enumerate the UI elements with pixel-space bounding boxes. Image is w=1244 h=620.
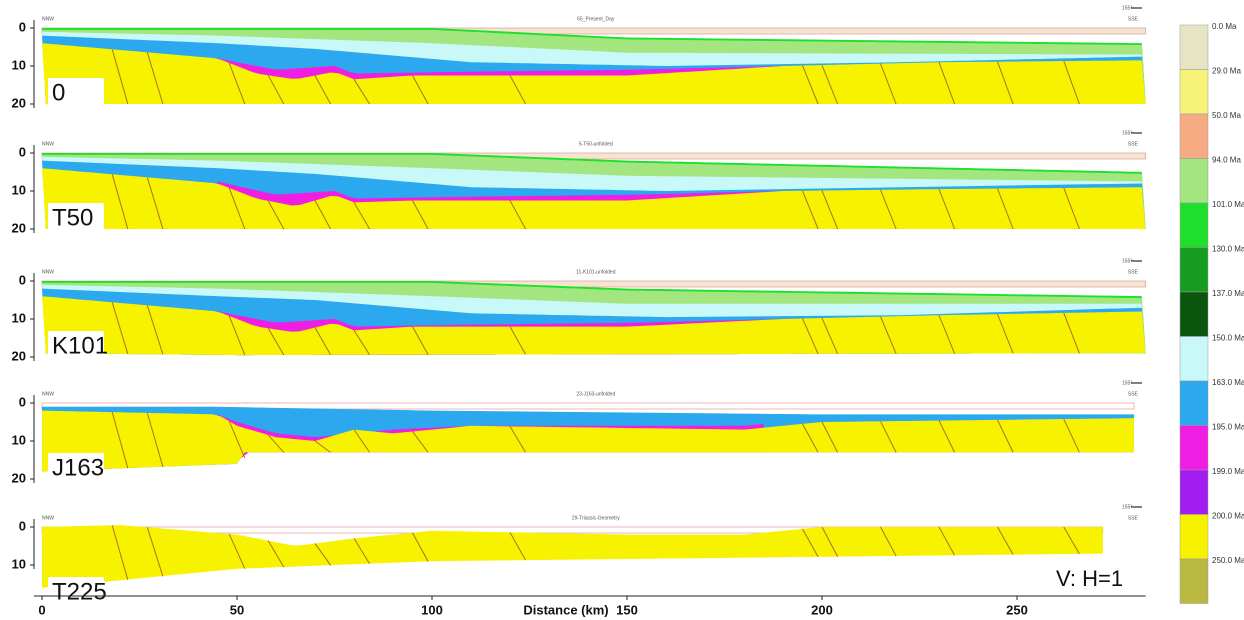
panel-label: J163 <box>52 454 104 481</box>
x-tick-label: 50 <box>230 602 244 617</box>
y-tick-label: 20 <box>12 470 26 485</box>
legend-swatch <box>1180 248 1208 293</box>
legend-swatch <box>1180 426 1208 471</box>
legend-label: 199.0 Ma <box>1212 467 1244 476</box>
legend-label: 94.0 Ma <box>1212 156 1241 165</box>
left-end: NNW <box>42 515 54 521</box>
y-tick-label: 20 <box>12 348 26 363</box>
left-end: NNW <box>42 269 54 275</box>
legend-label: 50.0 Ma <box>1212 111 1241 120</box>
figure: V: H=1 Distance (km) 01020065_Present_Da… <box>0 0 1244 620</box>
panel-label: T225 <box>52 578 107 605</box>
panel-label: T50 <box>52 204 93 231</box>
panel-caption: 65_Present_Day <box>577 16 615 22</box>
panel-label: 0 <box>52 79 65 106</box>
legend-swatch <box>1180 559 1208 604</box>
y-tick-label: 10 <box>12 182 26 197</box>
right-end: SSE <box>1128 16 1139 22</box>
legend-label: 130.0 Ma <box>1212 245 1244 254</box>
panel-caption: 5-T50-unfolded <box>579 141 613 147</box>
x-tick-label: 0 <box>38 602 45 617</box>
legend-swatch <box>1180 114 1208 159</box>
y-tick-label: 0 <box>19 144 26 159</box>
legend-label: 195.0 Ma <box>1212 423 1244 432</box>
right-end: SSE <box>1128 515 1139 521</box>
left-end: NNW <box>42 16 54 22</box>
legend-label: 0.0 Ma <box>1212 22 1237 31</box>
legend-swatch <box>1180 292 1208 337</box>
x-axis-title: Distance (km) <box>523 602 608 617</box>
azimuth: 155° <box>1122 504 1132 510</box>
legend-swatch <box>1180 381 1208 426</box>
legend-label: 101.0 Ma <box>1212 200 1244 209</box>
y-tick-label: 10 <box>12 556 26 571</box>
right-end: SSE <box>1128 391 1139 397</box>
legend-label: 137.0 Ma <box>1212 289 1244 298</box>
legend-swatch <box>1180 337 1208 382</box>
azimuth: 155° <box>1122 130 1132 136</box>
left-end: NNW <box>42 141 54 147</box>
legend-swatch <box>1180 515 1208 560</box>
y-tick-label: 10 <box>12 57 26 72</box>
y-tick-label: 0 <box>19 19 26 34</box>
scale-note: V: H=1 <box>1056 566 1123 591</box>
azimuth: 155° <box>1122 5 1132 11</box>
x-tick-label: 250 <box>1006 602 1028 617</box>
legend-swatch <box>1180 70 1208 115</box>
left-end: NNW <box>42 391 54 397</box>
right-end: SSE <box>1128 269 1139 275</box>
y-tick-label: 0 <box>19 272 26 287</box>
y-tick-label: 10 <box>12 310 26 325</box>
azimuth: 155° <box>1122 258 1132 264</box>
right-end: SSE <box>1128 141 1139 147</box>
panel-caption: 23-J163-unfolded <box>576 391 615 397</box>
azimuth: 155° <box>1122 380 1132 386</box>
y-tick-label: 0 <box>19 394 26 409</box>
y-tick-label: 20 <box>12 95 26 110</box>
x-tick-label: 200 <box>811 602 833 617</box>
legend-swatch <box>1180 25 1208 70</box>
legend-label: 150.0 Ma <box>1212 334 1244 343</box>
legend-swatch <box>1180 203 1208 248</box>
y-tick-label: 0 <box>19 518 26 533</box>
x-tick-label: 100 <box>421 602 443 617</box>
legend-label: 250.0 Ma <box>1212 556 1244 565</box>
legend-swatch <box>1180 470 1208 515</box>
legend-label: 29.0 Ma <box>1212 67 1241 76</box>
legend-label: 200.0 Ma <box>1212 512 1244 521</box>
y-tick-label: 10 <box>12 432 26 447</box>
legend-swatch <box>1180 159 1208 204</box>
panel-label: K101 <box>52 332 108 359</box>
x-tick-label: 150 <box>616 602 638 617</box>
legend-label: 163.0 Ma <box>1212 378 1244 387</box>
y-tick-label: 20 <box>12 220 26 235</box>
panel-caption: 29-Triassic-Geometry <box>572 515 620 521</box>
panel-caption: 11-K101-unfolded <box>576 269 616 275</box>
